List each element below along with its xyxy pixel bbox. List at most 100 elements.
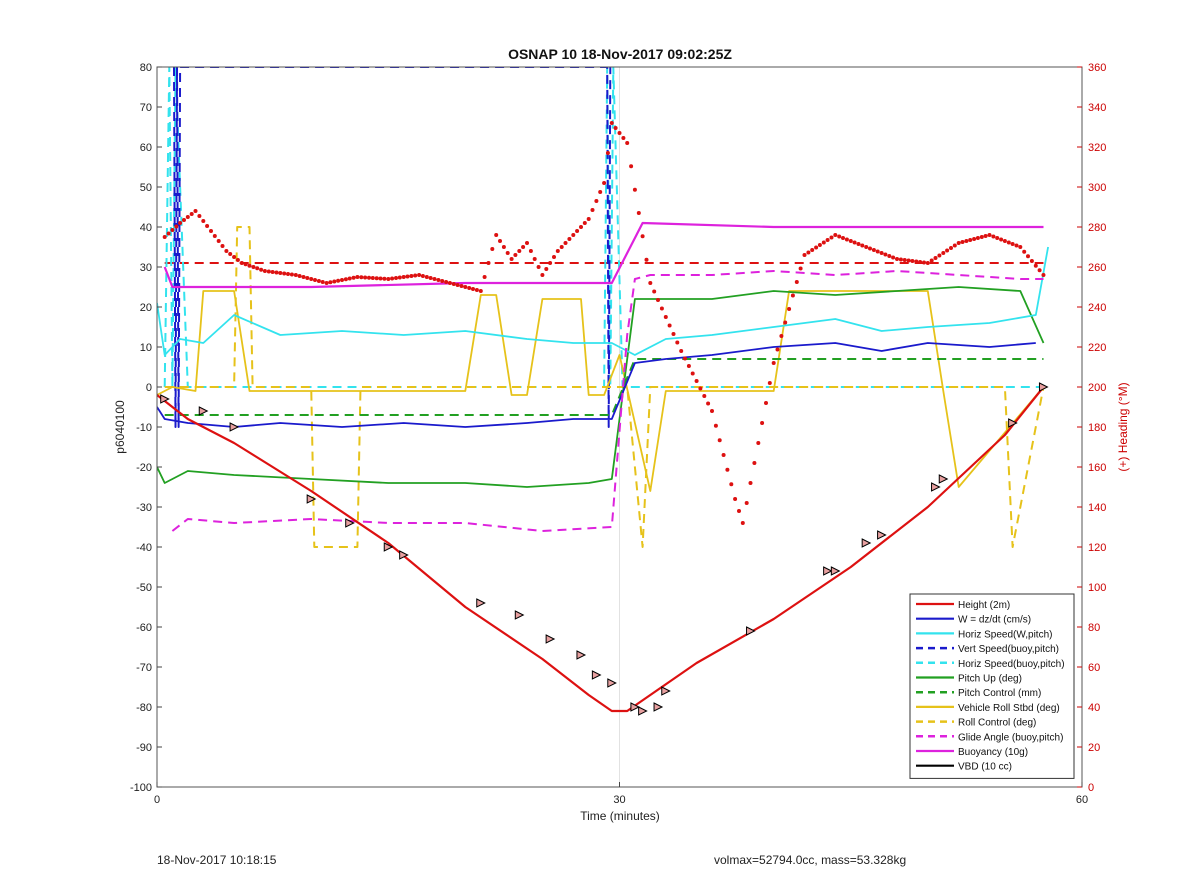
heading-point: [910, 259, 915, 263]
heading-point: [605, 151, 610, 155]
heading-point: [594, 199, 599, 203]
height-marker: [931, 482, 941, 492]
heading-point: [301, 275, 306, 279]
heading-point: [725, 467, 730, 472]
y-tick-label: 0: [146, 382, 152, 394]
heading-point: [760, 421, 765, 425]
heading-point: [579, 225, 583, 229]
heading-point: [817, 243, 822, 247]
heading-point: [463, 285, 468, 289]
heading-point: [363, 275, 368, 280]
heading-point: [482, 275, 487, 279]
heading-point: [166, 231, 171, 236]
heading-point: [844, 237, 849, 242]
heading-point: [632, 187, 637, 192]
heading-point: [289, 272, 294, 277]
heading-point: [471, 287, 475, 291]
heading-point: [794, 280, 799, 284]
heading-point: [949, 246, 953, 250]
y-tick-label: 20: [140, 302, 152, 314]
heading-point: [582, 221, 587, 225]
heading-point: [274, 270, 279, 275]
y-tick-label: -10: [136, 422, 152, 434]
heading-point: [598, 190, 603, 194]
height-marker: [1038, 382, 1049, 392]
heading-point: [848, 239, 853, 243]
heading-point: [447, 281, 452, 285]
heading-point: [417, 273, 422, 277]
heading-point: [717, 438, 722, 443]
heading-point: [856, 242, 861, 246]
legend-box: [909, 593, 1075, 779]
heading-point: [956, 241, 961, 245]
heading-point: [987, 233, 992, 237]
heading-point: [740, 521, 745, 525]
heading-point: [548, 261, 553, 265]
heading-point: [602, 181, 607, 185]
heading-point: [609, 121, 614, 125]
heading-point: [925, 261, 930, 265]
heading-point: [247, 263, 252, 268]
y-tick-label: 10: [140, 342, 152, 354]
y-tick-label: 30: [140, 262, 152, 274]
heading-point: [343, 277, 348, 282]
heading-point: [501, 245, 506, 249]
heading-point: [1026, 254, 1030, 259]
heading-point: [829, 235, 834, 240]
legend-label-2: W = dz/dt (cm/s): [958, 615, 1031, 626]
heading-point: [656, 298, 660, 302]
y-tick-label: -30: [136, 502, 152, 514]
heading-point: [328, 280, 333, 285]
heading-point: [262, 269, 267, 273]
heading-point: [367, 275, 371, 280]
heading-point: [644, 257, 649, 262]
heading-point: [544, 267, 549, 271]
heading-point: [293, 273, 298, 277]
y-tick-label: -100: [130, 782, 152, 794]
heading-point: [652, 289, 657, 294]
marker-layer: [160, 382, 1049, 716]
y-tick-label: -60: [136, 622, 152, 634]
legend-label-3: Horiz Speed(W,pitch): [958, 629, 1052, 640]
right-y-tick-label: 60: [1088, 662, 1100, 674]
heading-point: [802, 253, 807, 257]
series-line-2: [157, 342, 1036, 428]
heading-point: [933, 256, 938, 260]
heading-point: [868, 246, 872, 251]
height-marker: [306, 494, 317, 504]
heading-point: [355, 275, 360, 279]
heading-point: [571, 233, 576, 237]
heading-point: [575, 229, 580, 233]
heading-point: [532, 257, 537, 261]
heading-point: [694, 379, 699, 383]
legend-label-5: Horiz Speed(buoy,pitch): [958, 659, 1065, 670]
heading-point: [513, 253, 518, 257]
height-marker: [229, 422, 240, 432]
heading-point: [952, 243, 957, 248]
height-marker: [160, 394, 170, 404]
heading-point: [440, 279, 445, 283]
heading-point: [941, 251, 946, 255]
axis-layer: -100-90-80-70-60-50-40-30-20-10010203040…: [130, 62, 1106, 806]
height-marker: [653, 702, 664, 712]
heading-point: [737, 509, 741, 513]
heading-point: [945, 248, 950, 253]
legend-label-7: Pitch Control (mm): [958, 688, 1041, 699]
height-marker: [746, 626, 756, 636]
heading-point: [617, 131, 622, 135]
right-y-tick-label: 300: [1088, 182, 1106, 194]
x-axis-label: Time (minutes): [580, 809, 660, 823]
heading-point: [972, 237, 977, 241]
heading-point: [420, 274, 425, 278]
series-line-3: [157, 246, 1049, 356]
heading-point: [394, 276, 398, 280]
heading-point: [297, 274, 302, 278]
heading-point: [563, 241, 568, 245]
x-tick-label: 60: [1076, 794, 1088, 806]
series-layer: [157, 67, 1049, 713]
heading-point: [721, 453, 726, 457]
heading-point: [525, 241, 529, 245]
heading-point: [286, 272, 290, 276]
heading-point: [764, 401, 768, 405]
right-y-tick-label: 360: [1088, 62, 1106, 74]
